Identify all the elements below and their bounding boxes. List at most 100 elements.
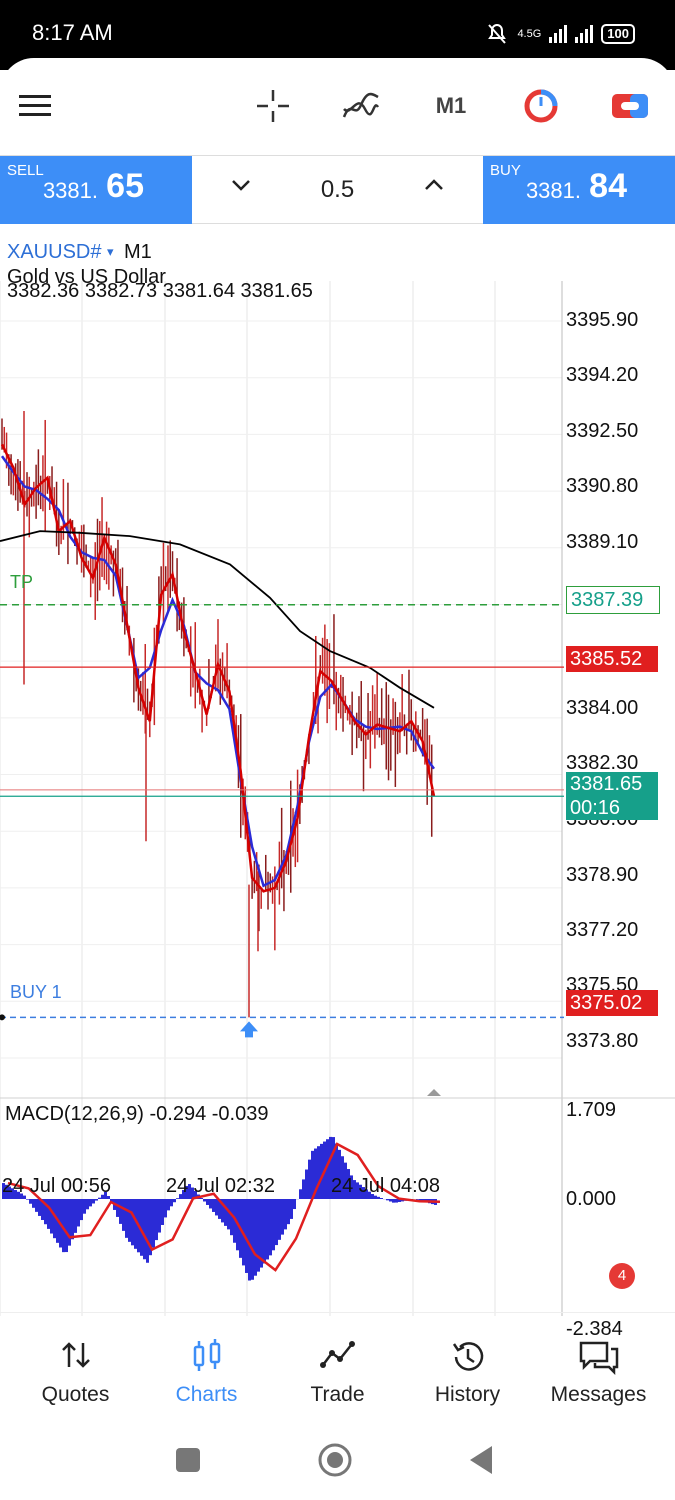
macd-histogram-bar — [176, 1198, 179, 1199]
sell-price-pips: 65 — [106, 167, 144, 205]
menu-icon[interactable] — [18, 86, 52, 126]
home-button[interactable] — [318, 1443, 352, 1477]
nav-quotes[interactable]: Quotes — [8, 1313, 143, 1423]
macd-histogram-bar — [221, 1199, 224, 1223]
recents-button[interactable] — [176, 1448, 200, 1472]
macd-histogram-bar — [224, 1199, 227, 1226]
objects-icon[interactable] — [522, 86, 560, 126]
macd-histogram-bar — [185, 1185, 188, 1199]
buy-price-pips: 84 — [589, 167, 627, 205]
price-axis-label: 3377.20 — [566, 919, 639, 941]
sell-button[interactable]: SELL 3381. 65 — [0, 156, 192, 224]
macd-histogram-bar — [23, 1195, 26, 1199]
macd-histogram-bar — [368, 1191, 371, 1199]
signal-icon-2 — [575, 25, 594, 43]
back-button[interactable] — [470, 1446, 492, 1474]
indicators-icon[interactable] — [340, 86, 382, 126]
chart-timeframe: M1 — [124, 241, 152, 263]
buy-arrow-marker — [240, 1021, 258, 1038]
macd-histogram-bar — [149, 1199, 152, 1256]
macd-histogram-bar — [281, 1199, 284, 1235]
quotes-icon — [8, 1339, 143, 1379]
macd-histogram-bar — [89, 1199, 92, 1207]
macd-histogram-bar — [77, 1199, 80, 1227]
macd-histogram-bar — [74, 1199, 77, 1233]
macd-histogram-bar — [2, 1183, 5, 1199]
sl-price-tag[interactable]: 3385.52 — [566, 646, 658, 672]
macd-histogram-bar — [284, 1199, 287, 1230]
nav-trade-label: Trade — [310, 1383, 365, 1406]
order-label[interactable]: BUY 1 — [10, 982, 62, 1002]
nav-messages[interactable]: Messages — [531, 1313, 666, 1423]
charts-icon — [139, 1339, 274, 1379]
macd-histogram-bar — [251, 1199, 254, 1280]
macd-histogram-bar — [299, 1189, 302, 1199]
macd-histogram-bar — [245, 1199, 248, 1273]
macd-histogram-bar — [125, 1199, 128, 1238]
messages-icon — [531, 1339, 666, 1379]
nav-history[interactable]: History — [400, 1313, 535, 1423]
crosshair-icon[interactable] — [254, 86, 292, 126]
bottom-navigation: Quotes Charts Trade History Messages — [0, 1312, 675, 1422]
macd-histogram-bar — [83, 1199, 86, 1214]
macd-histogram-bar — [41, 1199, 44, 1221]
lot-value[interactable]: 0.5 — [320, 176, 355, 203]
macd-histogram-bar — [62, 1199, 65, 1253]
macd-histogram-bar — [230, 1199, 233, 1236]
macd-histogram-bar — [386, 1199, 389, 1201]
chart-ohlc: 3382.36 3382.73 3381.64 3381.65 — [7, 280, 313, 302]
macd-histogram-bar — [335, 1143, 338, 1199]
macd-histogram-bar — [107, 1196, 110, 1199]
macd-histogram-bar — [119, 1199, 122, 1224]
macd-histogram-bar — [38, 1199, 41, 1216]
bid-price-tag: 3381.65 — [566, 772, 658, 796]
macd-histogram-bar — [155, 1199, 158, 1241]
nav-charts[interactable]: Charts — [139, 1313, 274, 1423]
buy-button[interactable]: BUY 3381. 84 — [483, 156, 675, 224]
tp-price-tag[interactable]: 3387.39 — [566, 586, 660, 614]
ma-slow-line — [0, 455, 436, 888]
history-icon — [400, 1339, 535, 1379]
macd-histogram-bar — [329, 1136, 332, 1199]
macd-histogram-bar — [8, 1186, 11, 1199]
macd-histogram-bar — [353, 1180, 356, 1199]
macd-histogram-bar — [227, 1199, 230, 1230]
chart-symbol[interactable]: XAUUSD# — [7, 241, 102, 263]
macd-histogram-bar — [260, 1199, 263, 1268]
macd-histogram-bar — [365, 1189, 368, 1199]
macd-histogram-bar — [35, 1199, 38, 1212]
chart-toolbar: M1 — [0, 58, 675, 155]
macd-histogram-bar — [179, 1194, 182, 1199]
price-axis-label: 3373.80 — [566, 1030, 639, 1052]
macd-histogram-bar — [248, 1199, 251, 1281]
lot-decrease-button[interactable] — [230, 174, 252, 201]
macd-histogram-bar — [29, 1199, 32, 1204]
trade-icon[interactable] — [610, 86, 650, 126]
bar-countdown: 00:16 — [566, 796, 658, 820]
macd-histogram-bar — [194, 1191, 197, 1199]
macd-histogram-bar — [47, 1199, 50, 1229]
macd-label: MACD(12,26,9) -0.294 -0.039 — [5, 1103, 269, 1125]
order-price-tag[interactable]: 3375.02 — [566, 990, 658, 1016]
macd-histogram-bar — [14, 1190, 17, 1199]
lot-increase-button[interactable] — [423, 174, 445, 201]
nav-trade[interactable]: Trade — [270, 1313, 405, 1423]
timeframe-button[interactable]: M1 — [435, 93, 467, 118]
macd-histogram-bar — [53, 1199, 56, 1239]
macd-histogram-bar — [302, 1179, 305, 1199]
macd-histogram-bar — [311, 1150, 314, 1199]
chart-canvas[interactable] — [0, 226, 675, 1316]
lot-selector: 0.5 — [192, 156, 483, 224]
symbol-dropdown-icon[interactable]: ▾ — [107, 244, 114, 259]
macd-histogram-bar — [377, 1196, 380, 1199]
macd-histogram-bar — [101, 1194, 104, 1199]
macd-histogram-bar — [116, 1199, 119, 1217]
macd-histogram-bar — [128, 1199, 131, 1242]
mute-icon — [488, 23, 507, 44]
price-chart[interactable]: XAUUSD# ▾ M1 Gold vs US Dollar 3382.36 3… — [0, 226, 675, 1340]
macd-histogram-bar — [344, 1162, 347, 1199]
macd-histogram-bar — [212, 1199, 215, 1212]
macd-histogram-bar — [272, 1199, 275, 1251]
macd-histogram-bar — [263, 1199, 266, 1264]
macd-histogram-bar — [191, 1187, 194, 1199]
